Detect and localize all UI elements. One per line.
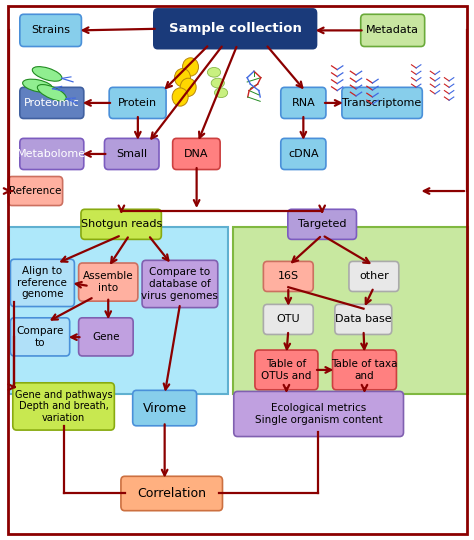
FancyBboxPatch shape (281, 87, 326, 118)
Text: Data base: Data base (335, 314, 392, 325)
FancyBboxPatch shape (20, 14, 82, 46)
FancyBboxPatch shape (335, 305, 392, 334)
Text: Correlation: Correlation (137, 487, 206, 500)
FancyBboxPatch shape (142, 260, 218, 308)
Text: Gene and pathways
Depth and breath,
variation: Gene and pathways Depth and breath, vari… (15, 390, 112, 423)
Text: Protein: Protein (118, 98, 157, 108)
Text: Compare to
database of
virus genomes: Compare to database of virus genomes (142, 267, 219, 301)
Text: Align to
reference
genome: Align to reference genome (18, 266, 67, 300)
Text: Gene: Gene (92, 332, 119, 342)
FancyBboxPatch shape (8, 177, 63, 206)
FancyBboxPatch shape (13, 383, 114, 430)
FancyBboxPatch shape (121, 476, 222, 511)
FancyBboxPatch shape (264, 261, 313, 292)
Text: Ecological metrics
Single organism content: Ecological metrics Single organism conte… (255, 403, 383, 425)
Text: Proteomic: Proteomic (24, 98, 80, 108)
Circle shape (180, 78, 196, 97)
Ellipse shape (215, 88, 228, 98)
FancyBboxPatch shape (9, 227, 228, 394)
FancyBboxPatch shape (255, 350, 318, 390)
FancyBboxPatch shape (10, 318, 70, 356)
Text: Table of
OTUs and: Table of OTUs and (261, 359, 311, 381)
Text: Compare
to: Compare to (17, 326, 64, 348)
Text: Metabolome: Metabolome (17, 149, 86, 159)
Text: 16S: 16S (278, 272, 299, 281)
Ellipse shape (23, 79, 53, 92)
FancyBboxPatch shape (361, 14, 425, 46)
Text: Metadata: Metadata (366, 25, 419, 36)
Text: cDNA: cDNA (288, 149, 319, 159)
Text: DNA: DNA (184, 149, 209, 159)
FancyBboxPatch shape (81, 210, 161, 239)
Text: RNA: RNA (292, 98, 315, 108)
FancyBboxPatch shape (332, 350, 396, 390)
Ellipse shape (211, 78, 224, 88)
Text: OTU: OTU (276, 314, 300, 325)
Text: Transcriptome: Transcriptome (343, 98, 422, 108)
Text: Virome: Virome (143, 402, 187, 415)
Circle shape (182, 58, 199, 76)
Circle shape (172, 88, 188, 106)
Ellipse shape (208, 68, 220, 77)
FancyBboxPatch shape (173, 138, 220, 170)
Text: other: other (359, 272, 389, 281)
Text: Targeted: Targeted (298, 219, 346, 230)
Circle shape (174, 69, 191, 87)
FancyBboxPatch shape (154, 9, 317, 49)
FancyBboxPatch shape (104, 138, 159, 170)
FancyBboxPatch shape (10, 259, 74, 307)
Text: Small: Small (116, 149, 147, 159)
Text: Assemble
into: Assemble into (83, 271, 134, 293)
FancyBboxPatch shape (288, 210, 356, 239)
FancyBboxPatch shape (233, 227, 468, 394)
FancyBboxPatch shape (234, 392, 403, 436)
FancyBboxPatch shape (264, 305, 313, 334)
FancyBboxPatch shape (20, 138, 84, 170)
Text: Strains: Strains (31, 25, 70, 36)
FancyBboxPatch shape (349, 261, 399, 292)
FancyBboxPatch shape (109, 87, 166, 118)
Text: Sample collection: Sample collection (169, 22, 301, 35)
Text: Table of taxa
and: Table of taxa and (331, 359, 398, 381)
FancyBboxPatch shape (79, 263, 138, 301)
Ellipse shape (37, 85, 66, 101)
FancyBboxPatch shape (79, 318, 133, 356)
Ellipse shape (32, 66, 62, 81)
FancyBboxPatch shape (281, 138, 326, 170)
FancyBboxPatch shape (342, 87, 422, 118)
FancyBboxPatch shape (20, 87, 84, 118)
FancyBboxPatch shape (133, 390, 197, 426)
Text: Reference: Reference (9, 186, 62, 196)
Text: Shotgun reads: Shotgun reads (81, 219, 162, 230)
